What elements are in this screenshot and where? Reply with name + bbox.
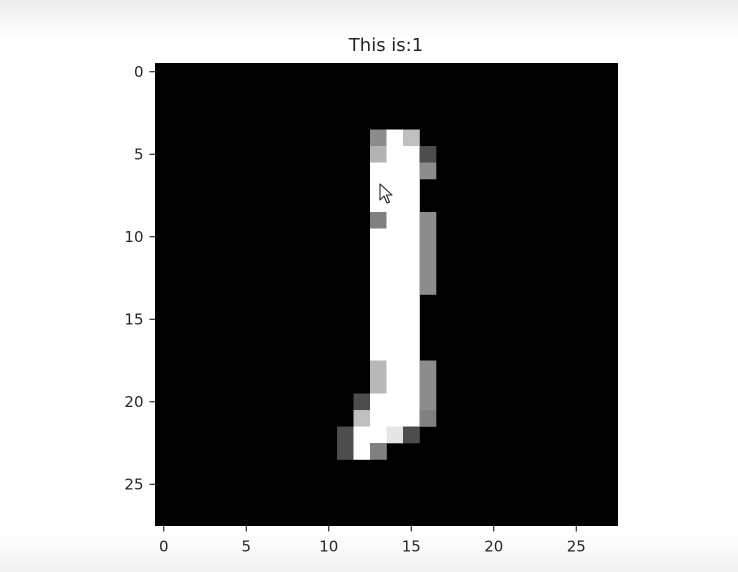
image-pixel — [403, 146, 420, 163]
image-pixel — [370, 228, 387, 246]
image-pixel — [353, 443, 371, 460]
image-pixel — [370, 327, 387, 345]
y-tick-label: 5 — [134, 145, 144, 163]
x-tick-label: 20 — [484, 538, 503, 556]
image-pixel — [386, 228, 404, 246]
mouse-cursor-icon — [379, 183, 393, 204]
image-pixel — [419, 162, 437, 180]
image-pixel — [386, 146, 404, 163]
image-pixel — [419, 360, 437, 378]
y-tick-label: 20 — [124, 393, 143, 411]
image-pixel — [386, 294, 404, 312]
image-pixel — [353, 410, 371, 427]
image-pixel — [386, 129, 404, 147]
image-pixel — [370, 426, 387, 444]
image-pixel — [403, 360, 420, 378]
y-tick-label: 0 — [134, 63, 144, 81]
chart-title: This is:1 — [348, 35, 423, 56]
image-pixel — [419, 245, 437, 262]
image-pixel — [337, 443, 354, 460]
image-pixel — [386, 344, 404, 361]
image-pixel — [353, 393, 371, 411]
image-pixel — [353, 426, 371, 444]
image-pixel — [403, 212, 420, 229]
image-pixel — [403, 129, 420, 147]
image-pixel — [370, 360, 387, 378]
image-pixel — [403, 344, 420, 361]
image-pixel — [370, 162, 387, 180]
image-pixel — [386, 195, 404, 213]
image-pixel — [403, 294, 420, 312]
image-pixel — [419, 393, 437, 411]
image-pixel — [386, 410, 404, 427]
image-pixel — [403, 377, 420, 394]
image-pixel — [403, 393, 420, 411]
image-pixel — [419, 261, 437, 279]
image-pixel — [370, 212, 387, 229]
y-axis: 0 5 10 15 20 25 — [124, 63, 156, 493]
image-pixel — [386, 327, 404, 345]
x-tick-label: 5 — [241, 538, 251, 556]
y-tick-label: 15 — [124, 310, 143, 328]
image-pixel — [386, 179, 404, 196]
image-pixel — [403, 162, 420, 180]
image-pixel — [386, 162, 404, 180]
image-pixel — [403, 261, 420, 279]
x-tick-label: 25 — [567, 538, 586, 556]
image-pixel — [419, 410, 437, 427]
image-pixel — [386, 377, 404, 394]
image-pixel — [403, 195, 420, 213]
image-pixel — [370, 129, 387, 147]
image-pixel — [370, 195, 387, 213]
image-pixel — [386, 311, 404, 328]
x-tick-label: 10 — [319, 538, 338, 556]
image-pixel — [370, 146, 387, 163]
image-pixel — [403, 179, 420, 196]
image-pixel — [419, 212, 437, 229]
image-pixel — [419, 278, 437, 295]
image-pixel — [419, 146, 437, 163]
image-pixel — [370, 344, 387, 361]
image-pixel — [403, 410, 420, 427]
image-pixel — [386, 426, 404, 444]
image-pixel — [370, 410, 387, 427]
image-pixel — [370, 261, 387, 279]
image-pixel — [370, 245, 387, 262]
axes-frame — [155, 63, 618, 526]
image-pixel — [386, 360, 404, 378]
image-pixel — [386, 393, 404, 411]
image-pixel — [370, 278, 387, 295]
x-axis: 0 5 10 15 20 25 — [159, 525, 586, 556]
image-pixel — [403, 245, 420, 262]
image-pixel — [419, 228, 437, 246]
image-pixel — [403, 311, 420, 328]
image-pixel — [370, 311, 387, 328]
image-pixel — [386, 278, 404, 295]
image-pixel — [337, 426, 354, 444]
image-pixel — [403, 278, 420, 295]
image-pixel — [386, 245, 404, 262]
image-pixel — [370, 393, 387, 411]
image-pixel — [386, 212, 404, 229]
image-pixel — [370, 443, 387, 460]
image-pixel — [403, 228, 420, 246]
image-pixel — [403, 426, 420, 444]
image-pixel — [403, 327, 420, 345]
x-tick-label: 15 — [402, 538, 421, 556]
y-tick-label: 25 — [124, 475, 143, 493]
x-tick-label: 0 — [159, 538, 169, 556]
image-pixel — [370, 294, 387, 312]
y-tick-label: 10 — [124, 228, 143, 246]
image-pixel — [370, 377, 387, 394]
image-layer — [155, 63, 618, 526]
image-pixel — [386, 261, 404, 279]
image-pixel — [419, 377, 437, 394]
